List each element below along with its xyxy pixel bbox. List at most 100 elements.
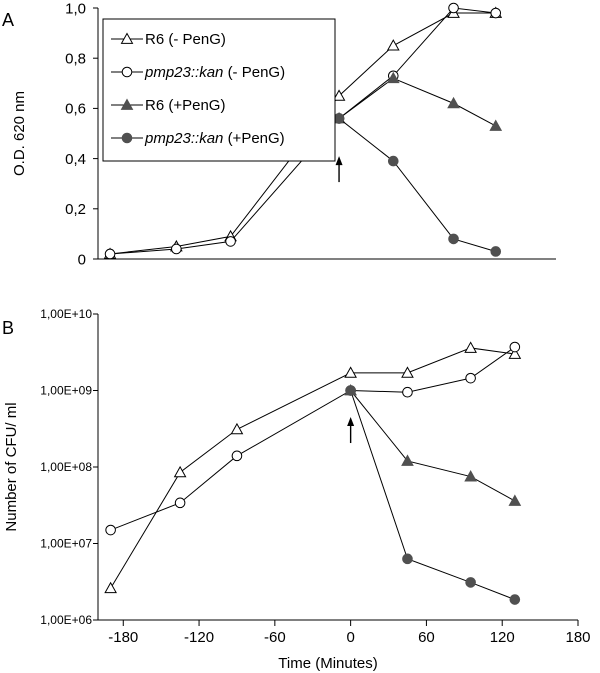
x-tick-label: 60 (418, 629, 435, 646)
x-tick-label: -120 (184, 629, 214, 646)
y-tick-label: 0 (78, 251, 86, 268)
panel-b-series (104, 341, 522, 605)
b-data-point (231, 450, 243, 462)
panel-a-growth-chart: A O.D. 620 nm 0 0,2 0,4 0,6 0,8 1,0 R6 (- Pen… (2, 0, 556, 268)
panel-a-series (103, 2, 503, 260)
legend-label: pmp23::kan (- PenG) (144, 64, 285, 81)
a-series-2 (332, 71, 503, 131)
panel-b-label: B (2, 318, 14, 338)
b-data-point (464, 341, 477, 353)
b-data-point (174, 497, 186, 509)
panel-b-y-axis-label: Number of CFU/ ml (3, 402, 20, 531)
a-data-point (490, 7, 502, 19)
legend-box (102, 18, 336, 162)
b-data-point (401, 366, 414, 378)
b-data-point (401, 454, 414, 466)
a-data-point (448, 2, 459, 14)
legend-series-condition: (+PenG) (168, 97, 225, 114)
legend-series-name: pmp23::kan (144, 130, 228, 147)
panel-b-axes (93, 313, 579, 626)
y-tick-label: 1,00E+10 (40, 307, 92, 321)
a-data-point (386, 39, 400, 51)
b-data-point (508, 494, 522, 506)
legend-entry-2: R6 (+PenG) (111, 97, 225, 114)
a-data-point (104, 248, 116, 260)
b-data-point (465, 372, 476, 384)
legend-swatch-marker (121, 66, 133, 78)
a-data-point (333, 113, 345, 124)
b-data-point (402, 553, 413, 565)
panel-a-legend: R6 (- PenG)pmp23::kan (- PenG)R6 (+PenG)… (102, 18, 336, 162)
panel-a-y-axis-label: O.D. 620 nm (11, 91, 28, 176)
panel-b-tick-labels: 1,00E+06 1,00E+07 1,00E+08 1,00E+09 1,00E+10… (40, 307, 590, 646)
b-series-3 (345, 385, 521, 605)
b-data-point (344, 366, 357, 378)
b-data-point (508, 347, 522, 359)
b-data-point (105, 524, 116, 536)
legend-series-name: R6 (145, 97, 168, 114)
b-data-point (345, 385, 356, 396)
b-data-point (173, 465, 187, 478)
b-data-point (402, 386, 413, 398)
legend-label: pmp23::kan (+PenG) (144, 130, 285, 147)
legend-swatch-marker (121, 132, 133, 144)
legend-series-condition: (- PenG) (228, 64, 286, 81)
panel-b-arrow-annotation (347, 417, 355, 444)
panel-b-x-axis-label: Time (Minutes) (278, 655, 377, 672)
legend-swatch-marker (120, 98, 134, 110)
y-tick-label: 1,00E+07 (40, 537, 92, 551)
a-data-point (489, 119, 503, 131)
y-tick-label: 1,00E+08 (40, 460, 92, 474)
a-series-line (338, 118, 496, 252)
x-tick-label: 0 (346, 629, 354, 646)
b-series-line (110, 346, 516, 531)
legend-series-condition: (- PenG) (168, 31, 226, 48)
b-data-point (509, 594, 521, 605)
a-data-point (386, 71, 400, 84)
legend-series-name: pmp23::kan (144, 64, 228, 81)
b-series-2 (344, 383, 522, 506)
panel-b-cfu-chart: B Number of CFU/ ml Time (Minutes) 1,00E… (2, 307, 591, 672)
b-series-line (110, 347, 515, 589)
arrow-head (335, 156, 343, 166)
b-series-0 (104, 341, 522, 594)
a-series-line (338, 77, 496, 127)
a-data-point (448, 233, 459, 245)
legend-entry-3: pmp23::kan (+PenG) (111, 130, 285, 147)
b-series-line (350, 390, 516, 502)
a-data-point (171, 243, 182, 255)
y-tick-label: 1,00E+09 (40, 384, 92, 398)
x-tick-label: -180 (108, 629, 138, 646)
b-series-1 (105, 341, 521, 536)
x-tick-label: 120 (490, 629, 515, 646)
panel-a-arrow-annotation (335, 156, 343, 183)
y-tick-label: 1,0 (65, 0, 86, 17)
a-data-point (490, 246, 502, 257)
y-tick-label: 0,6 (65, 101, 86, 118)
b-data-point (509, 341, 521, 353)
a-data-point (447, 96, 460, 109)
x-tick-label: -60 (264, 629, 286, 646)
legend-series-name: R6 (145, 31, 168, 48)
a-data-point (332, 89, 346, 101)
a-series-3 (333, 113, 502, 257)
a-data-point (225, 236, 236, 247)
panel-a-axes (93, 7, 556, 260)
legend-label: R6 (+PenG) (145, 97, 225, 114)
legend-swatch-marker (120, 32, 134, 44)
x-tick-label: 180 (565, 629, 590, 646)
b-data-point (464, 470, 477, 482)
panel-a-label: A (2, 10, 14, 30)
y-tick-label: 0,4 (65, 151, 86, 168)
y-tick-label: 0,8 (65, 50, 86, 67)
legend-series-condition: (+PenG) (228, 130, 285, 147)
panel-a-y-tick-labels: 0 0,2 0,4 0,6 0,8 1,0 (65, 0, 86, 268)
b-data-point (104, 581, 117, 594)
legend-entry-0: R6 (- PenG) (111, 31, 226, 48)
b-data-point (465, 577, 476, 588)
y-tick-label: 1,00E+06 (40, 613, 92, 627)
b-series-line (350, 390, 516, 601)
b-data-point (230, 422, 244, 435)
a-data-point (387, 155, 399, 167)
